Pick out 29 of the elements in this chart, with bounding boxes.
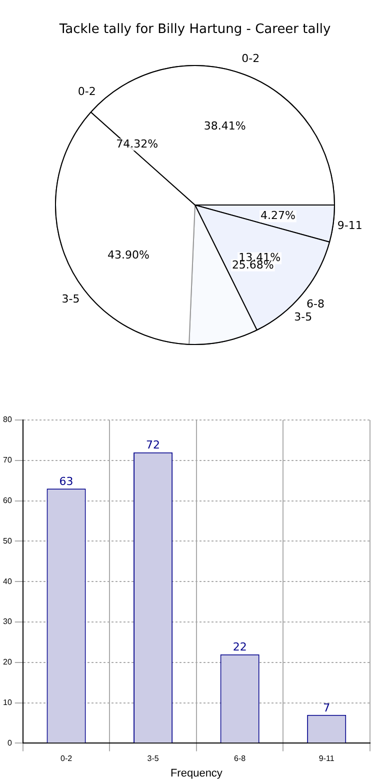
x-tick-label: 3-5 [147, 754, 160, 764]
text: 74.32% [116, 137, 158, 150]
x-axis-title: Frequency [170, 767, 223, 780]
data-label: 43.90% [107, 248, 150, 262]
chart-title: Tackle tally for Billy Hartung - Career tally [58, 22, 332, 37]
x-tick-label: 9-11 [318, 754, 335, 764]
data-label: 38.41% [204, 120, 246, 133]
slice-label: 6-8 [306, 297, 325, 310]
slice-label: 3-5 [62, 292, 80, 306]
y-tick-label: 40 [2, 576, 12, 586]
data-label: 4.27% [260, 209, 296, 222]
y-tick-label: 50 [2, 536, 12, 546]
slice-label: 0-2 [242, 52, 260, 65]
data-label: 7 [323, 701, 330, 714]
x-tick-label: 0-2 [60, 754, 73, 764]
y-tick-label: 80 [2, 415, 12, 424]
data-label: 63 [59, 475, 74, 488]
x-tick-label: 6-8 [234, 754, 246, 764]
data-label: 22 [232, 640, 247, 654]
category-label: 3-5 [294, 310, 312, 324]
category-label: 0-2 [78, 85, 96, 98]
data-label: 72 [146, 438, 160, 452]
y-tick-label: 60 [2, 496, 12, 506]
y-tick-label: 70 [2, 456, 12, 465]
y-tick-label: 20 [2, 658, 12, 667]
y-tick-label: 10 [2, 698, 12, 708]
y-tick-label: 30 [2, 617, 12, 626]
slice-label: 9-11 [337, 218, 362, 232]
y-tick-label: 0 [7, 738, 12, 748]
